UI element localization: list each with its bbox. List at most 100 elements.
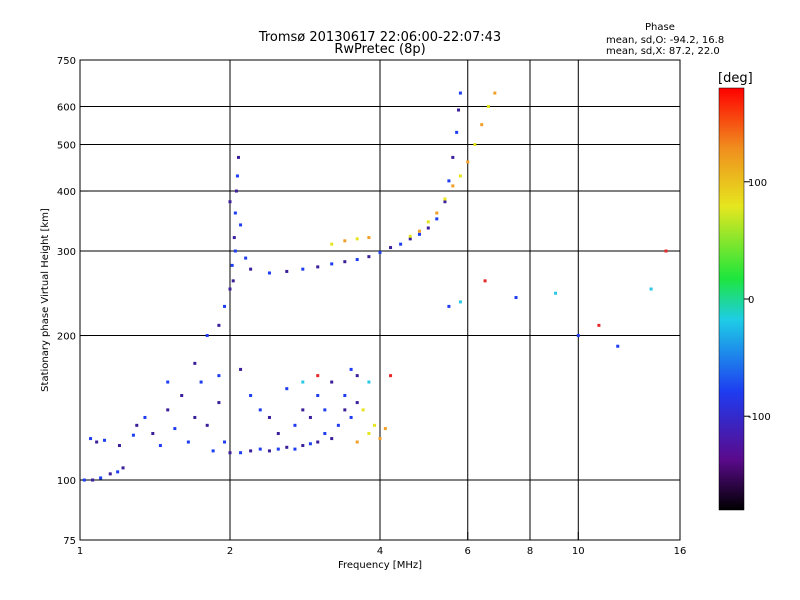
x-axis-label: Frequency [MHz] <box>338 560 422 571</box>
y-tick-label: 75 <box>63 536 76 547</box>
phase-stats-o: mean, sd,O: -94.2, 16.8 <box>606 35 724 46</box>
data-point <box>443 197 447 201</box>
data-point <box>457 108 461 112</box>
phase-stats-x: mean, sd,X: 87.2, 22.0 <box>606 46 720 57</box>
data-point <box>293 447 297 451</box>
data-point <box>117 444 121 448</box>
data-point <box>316 440 320 444</box>
data-point <box>211 449 215 453</box>
data-point <box>121 466 125 470</box>
data-point <box>205 423 209 427</box>
data-point <box>82 478 86 482</box>
data-point <box>239 451 243 455</box>
data-point <box>435 217 439 221</box>
data-point <box>166 408 170 412</box>
data-point <box>228 451 232 455</box>
chart-subtitle: RwPretec (8p) <box>334 42 425 57</box>
data-point <box>616 344 620 348</box>
data-point <box>514 296 518 300</box>
data-point <box>330 437 334 441</box>
data-point <box>389 374 393 378</box>
data-point <box>367 255 371 259</box>
data-point <box>193 361 197 365</box>
data-point <box>323 408 327 412</box>
data-point <box>89 437 93 441</box>
data-point <box>466 160 470 164</box>
data-point <box>285 387 289 391</box>
data-point <box>316 265 320 269</box>
data-point <box>458 91 462 95</box>
data-point <box>301 408 305 412</box>
data-point <box>108 472 112 476</box>
data-point <box>355 374 359 378</box>
y-tick-label: 400 <box>57 187 76 198</box>
data-point <box>576 334 580 338</box>
data-point <box>267 271 271 275</box>
x-axis: 1 2 4 6 8 10 16 <box>77 532 687 557</box>
data-point <box>217 374 221 378</box>
data-point <box>193 415 197 419</box>
data-point <box>249 267 253 271</box>
data-point <box>103 438 107 442</box>
data-point <box>473 143 477 147</box>
data-point <box>258 408 262 412</box>
data-point <box>355 237 359 241</box>
data-point <box>458 300 462 304</box>
data-point <box>135 423 139 427</box>
x-tick-label: 16 <box>674 546 687 557</box>
data-point <box>232 236 236 240</box>
colorbar-tick-label: -100 <box>748 412 771 423</box>
data-point <box>267 415 271 419</box>
data-point <box>230 263 234 267</box>
data-point <box>186 440 190 444</box>
colorbar-label: [deg] <box>718 71 753 86</box>
data-point <box>205 334 209 338</box>
data-point <box>293 423 297 427</box>
data-point <box>451 155 455 159</box>
phase-title: Phase <box>645 22 675 33</box>
y-tick-label: 200 <box>57 332 76 343</box>
data-point <box>239 367 243 371</box>
data-point <box>664 249 668 253</box>
data-point <box>417 229 421 233</box>
data-point <box>483 279 487 283</box>
data-point <box>349 367 353 371</box>
data-point <box>435 211 439 215</box>
data-point <box>233 211 237 215</box>
data-point <box>480 123 484 127</box>
x-tick-label: 4 <box>377 546 383 557</box>
data-point <box>301 444 305 448</box>
data-point <box>597 323 601 327</box>
data-point <box>301 267 305 271</box>
data-point <box>323 432 327 436</box>
data-point <box>228 200 232 204</box>
data-point <box>173 427 177 431</box>
data-point <box>355 401 359 405</box>
x-tick-label: 8 <box>527 546 533 557</box>
data-point <box>166 380 170 384</box>
data-point <box>285 445 289 449</box>
data-point <box>217 323 221 327</box>
data-point <box>267 449 271 453</box>
data-point <box>383 427 387 431</box>
data-point <box>343 260 347 264</box>
colorbar-ticks: 100 0 -100 <box>744 178 771 423</box>
data-point <box>233 249 237 253</box>
colorbar-tick-label: 0 <box>748 295 754 306</box>
data-point <box>223 304 227 308</box>
data-point <box>95 440 99 444</box>
data-point <box>367 236 371 240</box>
data-points <box>82 91 668 482</box>
data-point <box>399 242 403 246</box>
data-point <box>493 91 497 95</box>
data-point <box>343 394 347 398</box>
data-point <box>308 415 312 419</box>
x-tick-label: 6 <box>465 546 471 557</box>
x-tick-label: 10 <box>572 546 585 557</box>
data-point <box>180 394 184 398</box>
data-point <box>417 232 421 236</box>
data-point <box>367 380 371 384</box>
colorbar-tick-label: 100 <box>748 178 767 189</box>
data-point <box>91 478 95 482</box>
data-point <box>426 226 430 230</box>
